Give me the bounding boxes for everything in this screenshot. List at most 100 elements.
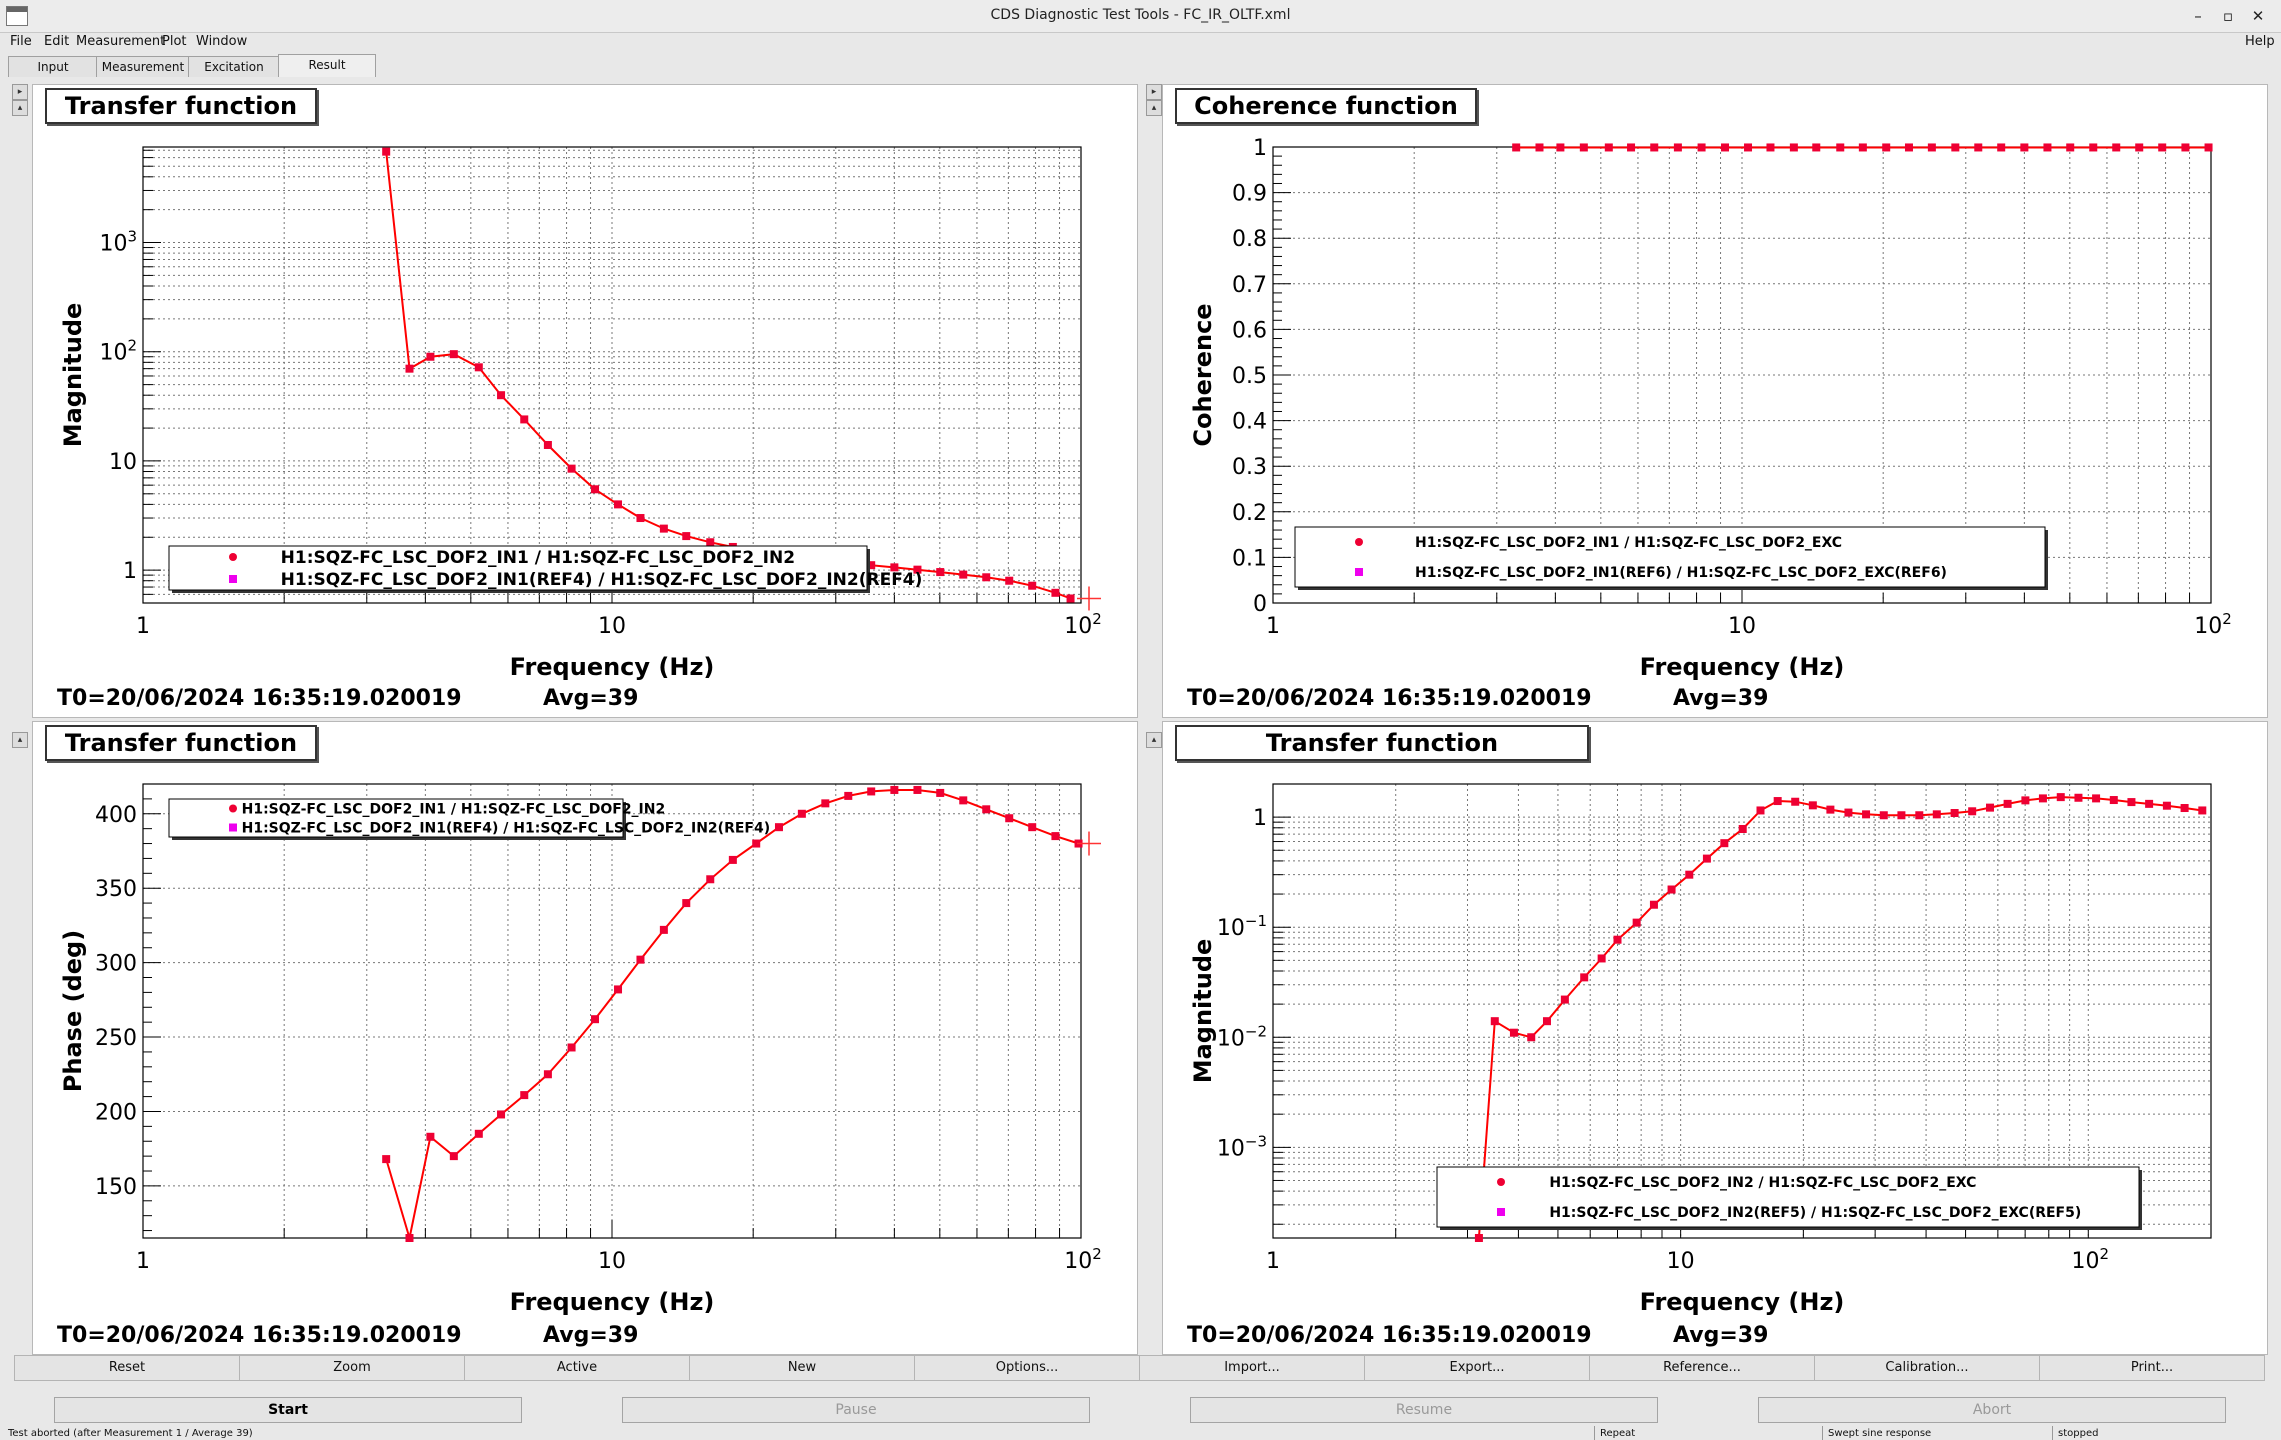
menu-edit[interactable]: Edit (44, 34, 70, 49)
data-point (2198, 806, 2207, 815)
data-point (2135, 143, 2144, 152)
menu-plot[interactable]: Plot (162, 34, 187, 49)
y-tick-label: 1 (1253, 136, 1267, 161)
arrow-up-icon[interactable]: ▴ (1146, 100, 1162, 116)
x-tick-label: 10 (598, 1249, 626, 1274)
plot-button-row: Reset Zoom Active New Options... Import.… (14, 1355, 2266, 1381)
legend-entry: H1:SQZ-FC_LSC_DOF2_IN1(REF4) / H1:SQZ-FC… (242, 821, 771, 837)
y-tick-label: 103 (99, 228, 137, 257)
x-tick-label: 102 (2072, 1245, 2110, 1274)
data-point (982, 573, 991, 582)
y-tick-label: 150 (95, 1175, 137, 1200)
pause-button[interactable]: Pause (622, 1397, 1090, 1423)
new-button[interactable]: New (689, 1355, 915, 1381)
export-button[interactable]: Export... (1364, 1355, 1590, 1381)
y-axis-label: Coherence (1189, 303, 1217, 446)
arrow-up-icon[interactable]: ▴ (1146, 732, 1162, 748)
data-point (1673, 143, 1682, 152)
tab-measurement[interactable]: Measurement (96, 56, 190, 77)
window-title: CDS Diagnostic Test Tools - FC_IR_OLTF.x… (990, 7, 1291, 23)
data-point (497, 391, 506, 400)
data-point (936, 568, 945, 577)
data-point (1028, 581, 1037, 590)
data-point (936, 788, 945, 797)
data-point (1527, 1033, 1536, 1042)
data-point (1927, 143, 1936, 152)
print-button[interactable]: Print... (2039, 1355, 2265, 1381)
menu-help[interactable]: Help (2245, 34, 2275, 49)
panel-title: Transfer function (45, 725, 317, 761)
data-point (1028, 823, 1037, 832)
close-icon[interactable]: ✕ (2251, 7, 2265, 25)
grid-vertical (142, 784, 1061, 1238)
start-button[interactable]: Start (54, 1397, 522, 1423)
status-type: Swept sine response (1828, 1428, 1932, 1439)
legend-marker (1355, 568, 1363, 576)
magnitude-chart[interactable]: 1 10 102 1 10 102 103 Frequency (Hz) Magnitude H1… (33, 85, 1137, 717)
menu-measurement[interactable]: Measurement (76, 34, 166, 49)
y-tick-label: 0.2 (1232, 501, 1267, 526)
y-tick-label: 10 (109, 450, 137, 475)
arrow-right-icon[interactable]: ▸ (1146, 84, 1162, 100)
data-point (1882, 143, 1891, 152)
minimize-icon[interactable]: – (2194, 7, 2202, 25)
import-button[interactable]: Import... (1139, 1355, 1365, 1381)
data-point (2158, 143, 2167, 152)
legend-entry: H1:SQZ-FC_LSC_DOF2_IN2 / H1:SQZ-FC_LSC_D… (1549, 1175, 1976, 1191)
arrow-up-icon[interactable]: ▴ (12, 100, 28, 116)
menu-window[interactable]: Window (196, 34, 248, 49)
maximize-icon[interactable]: ▫ (2222, 7, 2234, 25)
arrow-up-icon[interactable]: ▴ (12, 732, 28, 748)
x-axis-label: Frequency (Hz) (1640, 1288, 1845, 1316)
data-point (1968, 807, 1977, 816)
grid-vertical (142, 147, 1061, 603)
legend-entry: H1:SQZ-FC_LSC_DOF2_IN1 / H1:SQZ-FC_LSC_D… (1415, 535, 1842, 551)
panel-title: Transfer function (1175, 725, 1589, 761)
x-tick-label: 10 (598, 614, 626, 639)
tab-result[interactable]: Result (278, 54, 376, 77)
legend-box (1436, 1166, 2140, 1228)
data-point (659, 925, 668, 934)
y-tick-label: 1 (123, 559, 137, 584)
data-point (706, 875, 715, 884)
legend-marker (1497, 1178, 1505, 1186)
menu-file[interactable]: File (10, 34, 32, 49)
options-button[interactable]: Options... (914, 1355, 1140, 1381)
data-point (567, 464, 576, 473)
data-point (591, 485, 600, 494)
y-axis-label: Phase (deg) (59, 930, 87, 1092)
coherence-chart[interactable]: 1 10 102 0 0.1 0.2 0.3 0.4 0.5 0.6 0.7 0.8 0.9 1 Frequ… (1163, 85, 2267, 717)
x-tick-label: 1 (1266, 614, 1280, 639)
abort-button[interactable]: Abort (1758, 1397, 2226, 1423)
data-point (543, 440, 552, 449)
data-point (1632, 918, 1641, 927)
data-point (1858, 143, 1867, 152)
plot-frame (142, 146, 1082, 604)
y-tick-label: 350 (95, 877, 137, 902)
data-point (591, 1015, 600, 1024)
zoom-button[interactable]: Zoom (239, 1355, 465, 1381)
data-point (1766, 143, 1775, 152)
t0-label: T0=20/06/2024 16:35:19.020019 (1187, 1323, 1592, 1348)
y-tick-label: 0 (1253, 592, 1267, 617)
legend-box (168, 798, 624, 838)
data-point (2043, 143, 2052, 152)
phase-chart[interactable]: 1 10 102 150 200 250 300 350 400 Frequency (Hz) Ph… (33, 722, 1137, 1354)
reset-button[interactable]: Reset (14, 1355, 240, 1381)
active-button[interactable]: Active (464, 1355, 690, 1381)
data-point (1005, 576, 1014, 585)
data-point (1649, 900, 1658, 909)
data-point (2020, 143, 2029, 152)
resume-button[interactable]: Resume (1190, 1397, 1658, 1423)
calibration-button[interactable]: Calibration... (1814, 1355, 2040, 1381)
tab-excitation[interactable]: Excitation (188, 56, 280, 77)
magnitude-chart[interactable]: 1 10 102 10−3 10−2 10−1 1 Frequency (Hz) Magnitu… (1163, 722, 2267, 1354)
arrow-right-icon[interactable]: ▸ (12, 84, 28, 100)
data-point (1556, 143, 1565, 152)
data-point (1836, 143, 1845, 152)
reference-button[interactable]: Reference... (1589, 1355, 1815, 1381)
legend: H1:SQZ-FC_LSC_DOF2_IN1 / H1:SQZ-FC_LSC_D… (1294, 526, 2048, 590)
panel-title: Transfer function (45, 88, 317, 124)
tab-input[interactable]: Input (8, 56, 98, 77)
x-axis-label: Frequency (Hz) (1640, 653, 1845, 681)
